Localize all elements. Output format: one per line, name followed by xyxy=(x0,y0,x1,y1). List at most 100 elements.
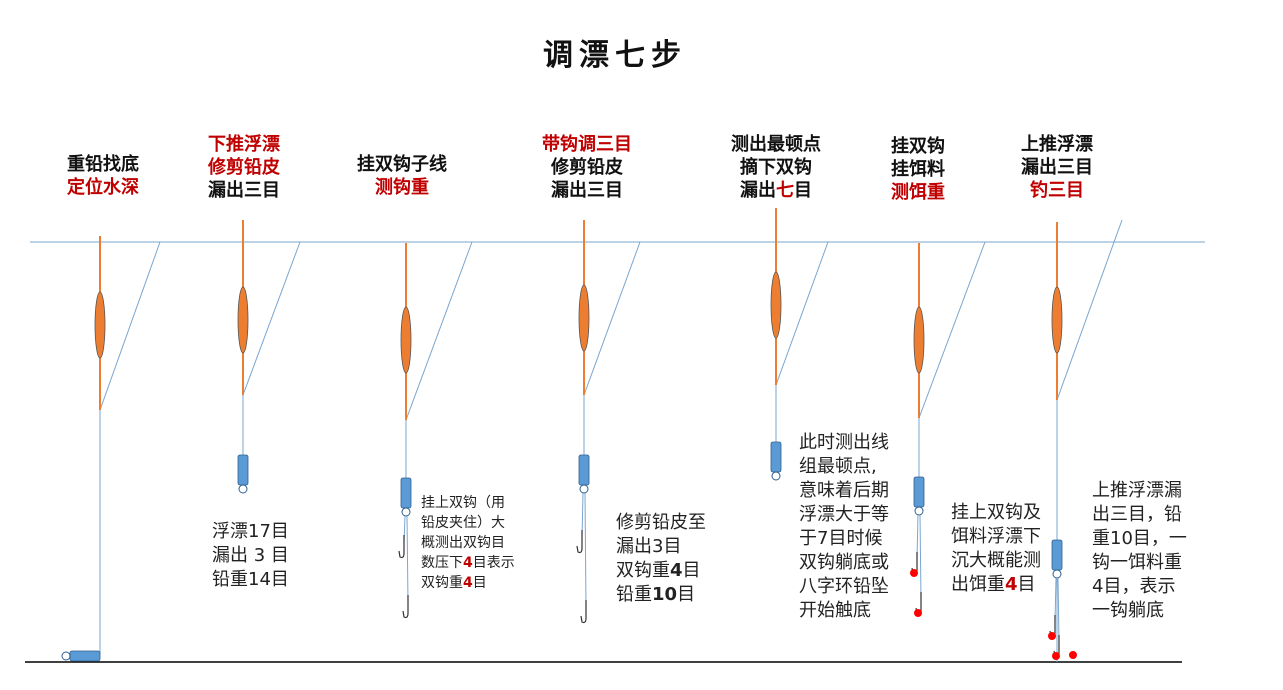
hook-icon xyxy=(576,530,583,554)
text-segment: 铅重14目 xyxy=(212,569,289,590)
hook-leader xyxy=(584,492,587,609)
text-segment: 4目，表示 xyxy=(1092,576,1176,597)
text-segment: 10 xyxy=(652,584,678,605)
sinker xyxy=(913,476,925,508)
text-segment: 漏出 xyxy=(740,180,776,201)
text-segment: 挂双钩子线 xyxy=(357,154,447,175)
note-line: 概测出双钩目 xyxy=(421,533,515,553)
text-segment: 七 xyxy=(776,180,794,201)
text-segment: 目表示 xyxy=(472,555,515,571)
text-segment: 4 xyxy=(463,555,473,571)
text-segment: 上推浮漂 xyxy=(1021,134,1093,155)
note-line: 双钩重4目 xyxy=(421,573,515,593)
heading-line: 钓三目 xyxy=(1021,179,1093,202)
hook-leader xyxy=(919,514,922,601)
bait-icon xyxy=(1048,632,1056,640)
heading-line: 修剪铅皮 xyxy=(208,156,280,179)
note-line: 浮漂17目 xyxy=(212,520,289,544)
note-line: 铅重14目 xyxy=(212,568,289,592)
heading-line: 漏出七目 xyxy=(731,179,821,202)
text-segment: 目 xyxy=(677,584,696,605)
text-segment: 意味着后期 xyxy=(799,480,889,501)
text-segment: 漏出三目 xyxy=(208,180,280,201)
note-line: 饵料浮漂下 xyxy=(951,525,1041,549)
text-segment: 修剪铅皮 xyxy=(551,157,623,178)
step-heading-3: 挂双钩子线 测钩重 xyxy=(357,153,447,199)
step-heading-5: 测出最顿点 摘下双钩 漏出七目 xyxy=(731,133,821,202)
text-segment: 修剪铅皮 xyxy=(208,157,280,178)
text-segment: 带钩调三目 xyxy=(542,134,632,155)
hook-icon xyxy=(402,595,409,619)
text-segment: 漏出 3 目 xyxy=(212,545,289,566)
fishing-line-diagonal xyxy=(405,241,473,421)
heading-line: 上推浮漂 xyxy=(1021,133,1093,156)
text-segment: 铅皮夹住）大 xyxy=(421,515,505,531)
text-segment: 浮漂17目 xyxy=(212,521,289,542)
swivel-ring xyxy=(771,471,781,481)
note-line: 意味着后期 xyxy=(799,479,889,503)
text-segment: 4 xyxy=(463,575,473,591)
swivel-ring xyxy=(579,484,589,494)
text-segment: 出三目，铅 xyxy=(1092,504,1182,525)
text-segment: 挂上双钩及 xyxy=(951,502,1041,523)
step-note-7: 上推浮漂漏 出三目，铅 重10目，一 钩一饵料重 4目，表示 一钩躺底 xyxy=(1092,479,1187,623)
note-line: 钩一饵料重 xyxy=(1092,551,1187,575)
note-line: 双钩躺底或 xyxy=(799,551,889,575)
bait-icon xyxy=(1069,651,1077,659)
text-segment: 重铅找底 xyxy=(67,154,139,175)
text-segment: 数压下 xyxy=(421,555,463,571)
text-segment: 沉大概能测 xyxy=(951,550,1041,571)
sinker xyxy=(770,441,782,473)
text-segment: 目 xyxy=(1017,574,1036,595)
note-line: 沉大概能测 xyxy=(951,549,1041,573)
float-body xyxy=(578,284,590,352)
note-line: 开始触底 xyxy=(799,599,889,623)
note-line: 漏出 3 目 xyxy=(212,544,289,568)
step-heading-1: 重铅找底 定位水深 xyxy=(67,153,139,199)
text-segment: 一钩躺底 xyxy=(1092,600,1164,621)
text-segment: 挂饵料 xyxy=(891,159,945,180)
float-body xyxy=(94,291,106,359)
text-segment: 定位水深 xyxy=(67,177,139,198)
step-heading-7: 上推浮漂 漏出三目 钓三目 xyxy=(1021,133,1093,202)
text-segment: 此时测出线 xyxy=(799,432,889,453)
note-line: 组最顿点, xyxy=(799,455,889,479)
text-segment: 测钩重 xyxy=(375,177,429,198)
text-segment: 钩一饵料重 xyxy=(1092,552,1182,573)
heading-line: 漏出三目 xyxy=(1021,156,1093,179)
note-line: 八字环铅坠 xyxy=(799,575,889,599)
heading-line: 修剪铅皮 xyxy=(542,156,632,179)
text-segment: 摘下双钩 xyxy=(740,157,812,178)
text-segment: 漏出3目 xyxy=(616,536,682,557)
text-segment: 铅重 xyxy=(616,584,652,605)
note-line: 修剪铅皮至 xyxy=(616,511,706,535)
step-note-2: 浮漂17目漏出 3 目铅重14目 xyxy=(212,520,289,592)
note-line: 4目，表示 xyxy=(1092,575,1187,599)
text-segment: 八字环铅坠 xyxy=(799,576,889,597)
heading-line: 测饵重 xyxy=(891,181,945,204)
heading-line: 摘下双钩 xyxy=(731,156,821,179)
text-segment: 漏出三目 xyxy=(1021,157,1093,178)
hook-icon xyxy=(398,535,405,559)
text-segment: 于7目时候 xyxy=(799,528,883,549)
swivel-ring xyxy=(914,506,924,516)
page-title: 调漂七步 xyxy=(543,38,687,73)
fishing-line-diagonal xyxy=(99,241,161,411)
text-segment: 双钩重 xyxy=(616,560,670,581)
note-line: 铅皮夹住）大 xyxy=(421,513,515,533)
fishing-line-diagonal xyxy=(918,241,986,419)
heading-line: 挂双钩 xyxy=(891,135,945,158)
note-line: 挂上双钩及 xyxy=(951,501,1041,525)
step-heading-4: 带钩调三目 修剪铅皮 漏出三目 xyxy=(542,133,632,202)
hook-leader xyxy=(1057,577,1060,644)
sinker xyxy=(69,650,101,662)
text-segment: 下推浮漂 xyxy=(208,134,280,155)
swivel-ring xyxy=(1052,569,1062,579)
text-segment: 概测出双钩目 xyxy=(421,535,505,551)
step-note-6: 挂上双钩及 饵料浮漂下 沉大概能测 出饵重4目 xyxy=(951,501,1041,597)
heading-line: 挂饵料 xyxy=(891,158,945,181)
step-note-5: 此时测出线 组最顿点, 意味着后期 浮漂大于等 于7目时候 双钩躺底或 八字环铅坠 开始触底 xyxy=(799,431,889,623)
heading-line: 重铅找底 xyxy=(67,153,139,176)
text-segment: 钓三目 xyxy=(1030,180,1084,201)
